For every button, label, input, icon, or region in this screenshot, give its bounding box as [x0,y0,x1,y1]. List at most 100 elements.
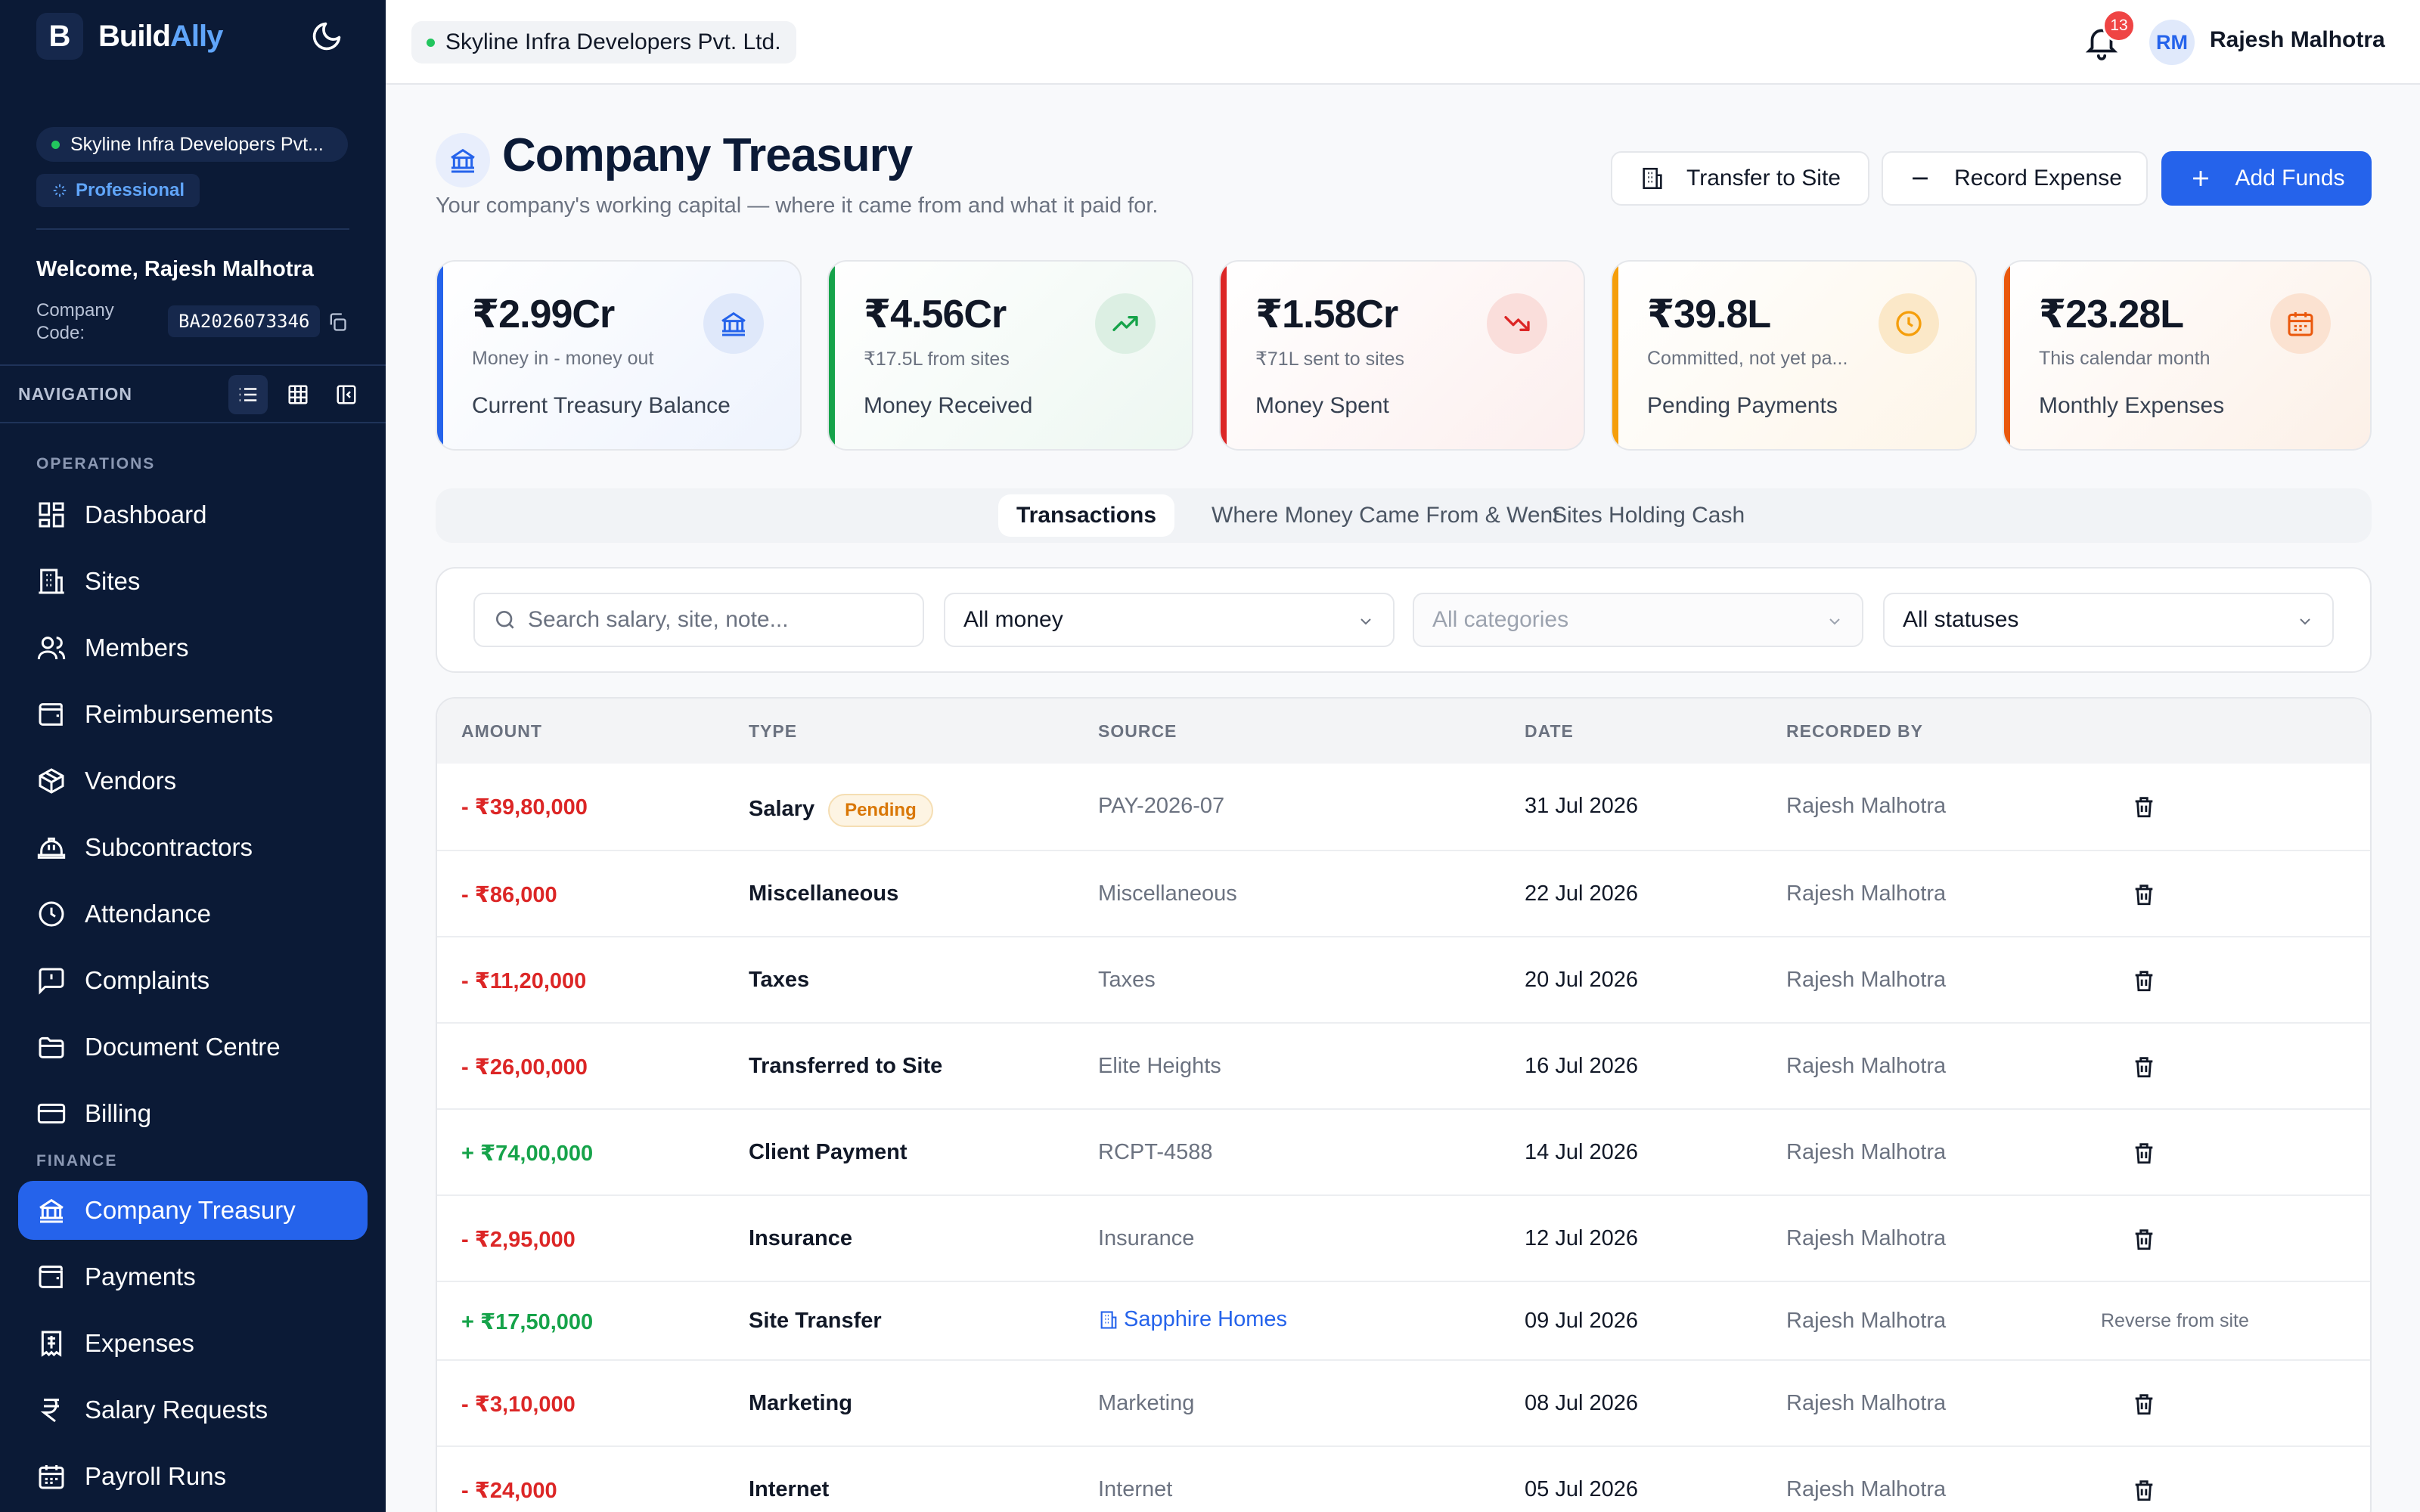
date-cell: 31 Jul 2026 [1525,794,1638,818]
brand-name: BuildAlly [98,19,223,53]
reverse-from-site-button[interactable]: Reverse from site [2101,1310,2249,1331]
source-cell: Insurance [1098,1226,1195,1250]
bank-icon [39,1198,64,1223]
plus-icon [2193,171,2209,186]
sidebar-item-members[interactable]: Members [18,618,368,677]
sidebar-item-expenses[interactable]: Expenses [18,1314,368,1373]
recorded-by-cell: Rajesh Malhotra [1786,1391,1947,1415]
amount-cell: - ₹3,10,000 [461,1393,576,1417]
date-cell: 12 Jul 2026 [1525,1226,1638,1250]
recorded-by-cell: Rajesh Malhotra [1786,881,1947,906]
sidebar-item-payroll-runs[interactable]: Payroll Runs [18,1447,368,1506]
users-icon [37,637,66,660]
source-cell: Miscellaneous [1098,881,1237,906]
amount-cell: - ₹2,95,000 [461,1228,576,1252]
source-cell: Taxes [1098,968,1156,992]
tab-sites-holding-cash[interactable]: Sites Holding Cash [1552,503,1745,528]
company-code-label: Company Code: [36,300,114,343]
column-header-type[interactable]: TYPE [749,721,798,741]
bank-icon [703,293,764,354]
sidebar-item-company-treasury[interactable]: Company Treasury [18,1181,368,1240]
delete-icon[interactable] [2131,1226,2157,1252]
add-funds-button[interactable]: Add Funds [2161,151,2372,206]
sidebar-item-sites[interactable]: Sites [18,552,368,611]
notification-count-badge: 13 [2102,9,2136,42]
column-header-source[interactable]: SOURCE [1098,721,1177,741]
table-row[interactable]: - ₹86,000 Miscellaneous Miscellaneous 22 Ju… [437,850,2370,936]
category-select[interactable]: All categories [1413,593,1863,647]
list-view-button[interactable] [228,375,268,414]
avatar[interactable]: RM [2149,20,2195,65]
org-chip[interactable]: Skyline Infra Developers Pvt. Ltd. [411,21,796,64]
table-row[interactable]: - ₹3,10,000 Marketing Marketing 08 Jul 2026… [437,1359,2370,1445]
page-subtitle: Your company's working capital — where i… [436,194,1159,218]
sidebar-item-document-centre[interactable]: Document Centre [18,1018,368,1077]
card-accent-bar [2004,262,2010,449]
sidebar-item-complaints[interactable]: Complaints [18,951,368,1010]
card-accent-bar [1221,262,1227,449]
stat-hint: ₹71L sent to sites [1255,349,1405,370]
delete-icon[interactable] [2131,1054,2157,1080]
stat-value: ₹39.8L [1647,293,1771,336]
money-direction-select[interactable]: All money [944,593,1395,647]
sidebar-item-billing[interactable]: Billing [18,1084,368,1143]
amount-cell: + ₹74,00,000 [461,1142,594,1166]
stat-card-money-received: ₹4.56Cr ₹17.5L from sites Money Received [827,260,1193,451]
column-header-date[interactable]: DATE [1525,721,1574,741]
table-row[interactable]: + ₹17,50,000 Site Transfer Sapphire Homes 0… [437,1281,2370,1359]
delete-icon[interactable] [2131,1477,2157,1503]
table-row[interactable]: - ₹26,00,000 Transferred to Site Elite Hei… [437,1022,2370,1108]
search-input[interactable]: Search salary, site, note... [473,593,924,647]
grid-icon [288,385,308,404]
delete-icon[interactable] [2131,794,2157,820]
page-title: Company Treasury [502,129,913,181]
amount-cell: - ₹26,00,000 [461,1055,588,1080]
topbar: Skyline Infra Developers Pvt. Ltd. 13 RM… [386,0,2420,85]
chevron-down-icon [1829,618,1840,625]
table-row[interactable]: - ₹24,000 Internet Internet 05 Jul 2026 Raje… [437,1445,2370,1512]
column-header-amount[interactable]: AMOUNT [461,721,542,741]
message-alert-icon [39,968,64,995]
table-row[interactable]: - ₹39,80,000 Salary Pending PAY-2026-07 31 J… [437,764,2370,850]
sidebar-item-salary-requests[interactable]: Salary Requests [18,1380,368,1439]
brand[interactable]: B BuildAlly [36,13,223,60]
company-code: BA2026073346 [168,305,321,337]
recorded-by-cell: Rajesh Malhotra [1786,1140,1947,1164]
sidebar-item-dashboard[interactable]: Dashboard [18,485,368,544]
table-row[interactable]: - ₹2,95,000 Insurance Insurance 12 Jul 2026… [437,1194,2370,1281]
stat-label: Pending Payments [1647,393,1838,418]
sidebar-item-vendors[interactable]: Vendors [18,751,368,810]
collapse-sidebar-button[interactable] [327,375,366,414]
recorded-by-cell: Rajesh Malhotra [1786,1226,1947,1250]
transfer-to-site-button[interactable]: Transfer to Site [1611,151,1869,206]
operations-label: OPERATIONS [36,455,156,472]
dark-mode-toggle-icon[interactable] [310,20,343,53]
type-cell: Miscellaneous [749,881,899,906]
delete-icon[interactable] [2131,968,2157,993]
source-link[interactable]: Sapphire Homes [1098,1307,1287,1332]
sidebar-item-reimbursements[interactable]: Reimbursements [18,685,368,744]
sidebar-item-attendance[interactable]: Attendance [18,885,368,943]
delete-icon[interactable] [2131,881,2157,907]
type-cell: Salary Pending [749,794,933,827]
table-row[interactable]: + ₹74,00,000 Client Payment RCPT-4588 14 Ju… [437,1108,2370,1194]
record-expense-button[interactable]: Record Expense [1882,151,2148,206]
tab-transactions[interactable]: Transactions [998,494,1175,537]
date-cell: 22 Jul 2026 [1525,881,1638,906]
status-select[interactable]: All statuses [1883,593,2334,647]
source-cell: Internet [1098,1477,1173,1501]
grid-view-button[interactable] [278,375,318,414]
org-switcher[interactable]: Skyline Infra Developers Pvt... [36,127,348,162]
tab-money-flow[interactable]: Where Money Came From & Went [1212,503,1559,528]
sidebar-item-subcontractors[interactable]: Subcontractors [18,818,368,877]
copy-icon[interactable] [327,311,348,333]
table-row[interactable]: - ₹11,20,000 Taxes Taxes 20 Jul 2026 Rajesh … [437,936,2370,1022]
recorded-by-cell: Rajesh Malhotra [1786,968,1947,992]
sidebar-item-payments[interactable]: Payments [18,1247,368,1306]
delete-icon[interactable] [2131,1391,2157,1417]
brand-logo: B [36,13,83,60]
user-name[interactable]: Rajesh Malhotra [2210,27,2385,52]
delete-icon[interactable] [2131,1140,2157,1166]
column-header-recorded-by[interactable]: RECORDED BY [1786,721,1923,741]
transactions-table: AMOUNT TYPE SOURCE DATE RECORDED BY - ₹3… [436,697,2372,1512]
